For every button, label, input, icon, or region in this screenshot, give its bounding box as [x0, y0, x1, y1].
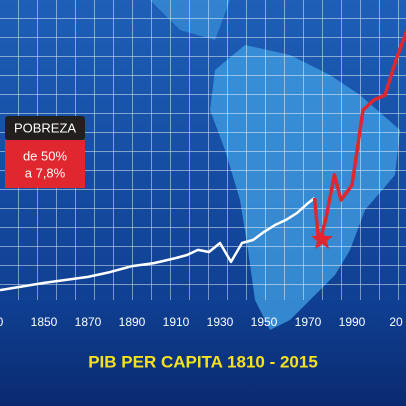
- box-body: [5, 140, 85, 188]
- line-series: [0, 197, 316, 292]
- box-header: [5, 116, 85, 140]
- box-line: de 50%: [23, 148, 68, 163]
- box-title: POBREZA: [14, 120, 76, 135]
- x-tick-label: 1930: [207, 315, 234, 329]
- line-series: [312, 29, 406, 247]
- x-tick-label: 1850: [31, 315, 58, 329]
- x-tick-label: 1990: [339, 315, 366, 329]
- x-tick-label: 1870: [75, 315, 102, 329]
- x-tick-label: 1910: [163, 315, 190, 329]
- x-tick-label: 0: [0, 315, 4, 329]
- poverty-box: POBREZA de 50% a 7,8%: [5, 116, 85, 188]
- x-tick-label: 20: [389, 315, 403, 329]
- x-tick-label: 1890: [119, 315, 146, 329]
- x-tick-label: 1950: [251, 315, 278, 329]
- box-line: a 7,8%: [25, 165, 66, 180]
- x-tick-label: 1970: [295, 315, 322, 329]
- chart-title: PIB PER CAPITA 1810 - 2015: [88, 352, 318, 371]
